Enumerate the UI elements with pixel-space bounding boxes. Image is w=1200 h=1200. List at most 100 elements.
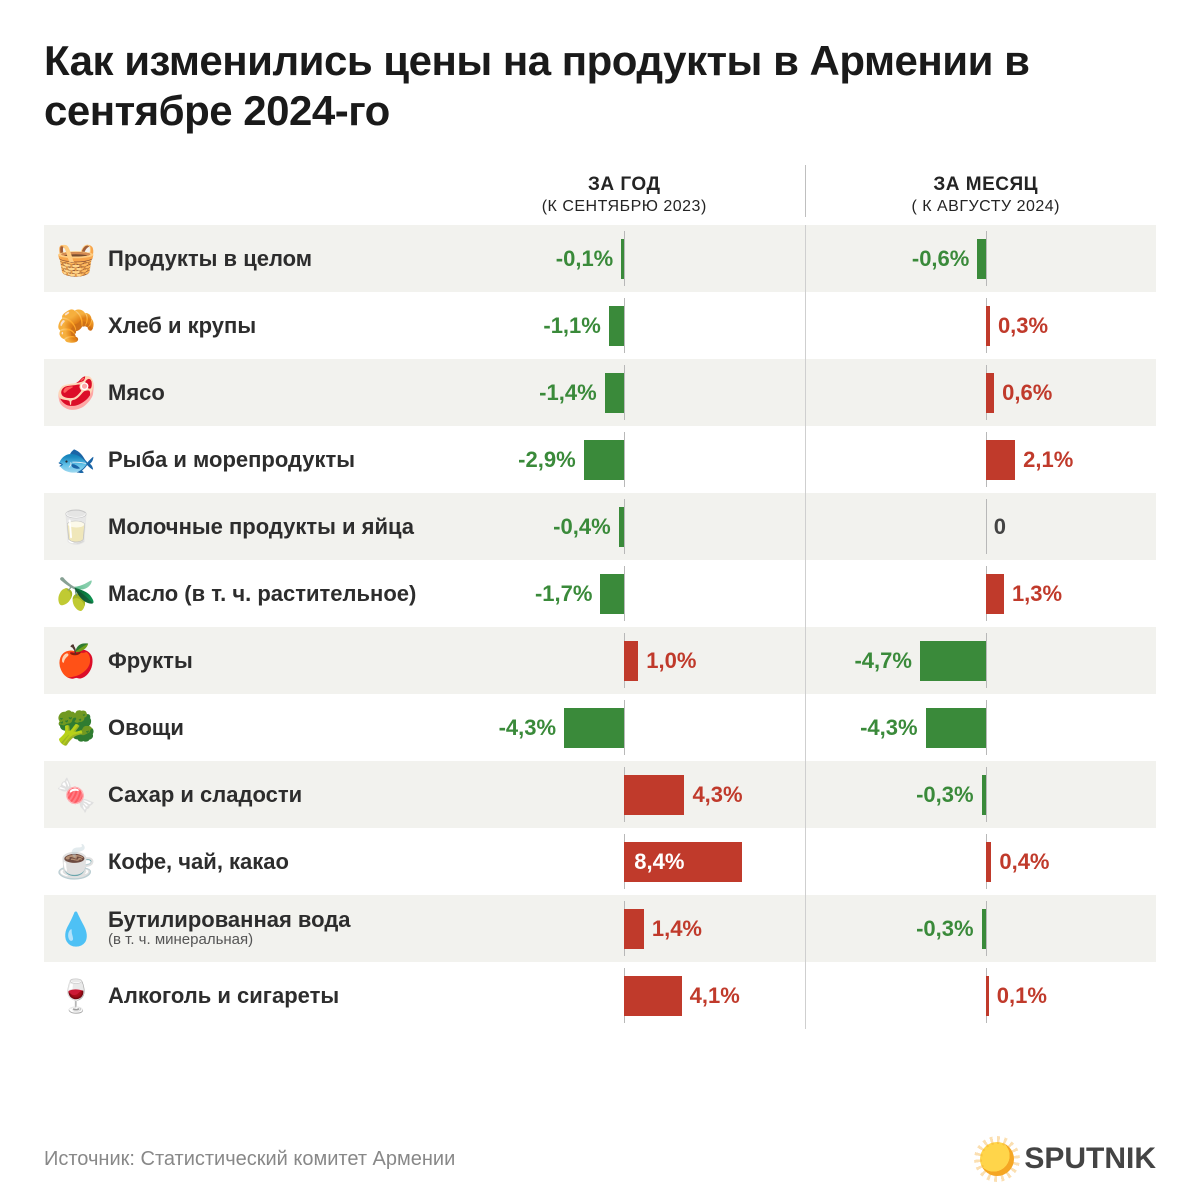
- year-cell: -1,4%: [454, 359, 795, 426]
- month-bar: [986, 574, 1004, 614]
- month-bar: [920, 641, 986, 681]
- year-value: -1,4%: [539, 380, 596, 406]
- table-row: ☕Кофе, чай, какао8,4% 0,4%: [44, 828, 1156, 895]
- month-value: -0,3%: [916, 782, 973, 808]
- category-label: Мясо: [108, 381, 454, 405]
- month-cell: 0,6%: [816, 359, 1157, 426]
- month-value: -4,3%: [860, 715, 917, 741]
- category-label: Кофе, чай, какао: [108, 850, 454, 874]
- month-value: 0: [994, 514, 1006, 540]
- category-icon: 🥦: [44, 709, 108, 747]
- column-divider: [805, 828, 806, 895]
- year-bar: [609, 306, 624, 346]
- year-value: 1,0%: [646, 648, 696, 674]
- table-row: 🥩Мясо-1,4%0,6%: [44, 359, 1156, 426]
- month-bar: [986, 976, 989, 1016]
- year-bar: [584, 440, 625, 480]
- rows-container: 🧺Продукты в целом-0,1%-0,6%🥐Хлеб и крупы…: [44, 225, 1156, 1124]
- month-value: 0,4%: [999, 849, 1049, 875]
- category-label: Фрукты: [108, 649, 454, 673]
- category-icon: 🧺: [44, 240, 108, 278]
- column-divider: [805, 560, 806, 627]
- axis-line: [624, 499, 625, 554]
- year-value: -1,7%: [535, 581, 592, 607]
- column-divider: [805, 627, 806, 694]
- year-bar: [624, 976, 681, 1016]
- axis-line: [624, 298, 625, 353]
- column-divider: [805, 493, 806, 560]
- month-cell: -0,3%: [816, 895, 1157, 962]
- month-cell: -0,6%: [816, 225, 1157, 292]
- table-row: 🍎Фрукты 1,0% -4,7%: [44, 627, 1156, 694]
- year-value: -0,4%: [553, 514, 610, 540]
- year-value: -0,1%: [556, 246, 613, 272]
- axis-line: [986, 700, 987, 755]
- year-cell: 8,4%: [454, 828, 795, 895]
- month-bar: [982, 775, 986, 815]
- category-icon: 💧: [44, 910, 108, 948]
- category-label: Масло (в т. ч. растительное): [108, 582, 454, 606]
- category-label: Хлеб и крупы: [108, 314, 454, 338]
- category-label: Продукты в целом: [108, 247, 454, 271]
- category-label: Сахар и сладости: [108, 783, 454, 807]
- header-year-line1: ЗА ГОД: [588, 174, 661, 195]
- year-value: 4,1%: [690, 983, 740, 1009]
- year-cell: -1,1%: [454, 292, 795, 359]
- axis-line: [624, 566, 625, 621]
- month-bar: [986, 842, 992, 882]
- table-row: 🫒Масло (в т. ч. растительное) -1,7% 1,3%: [44, 560, 1156, 627]
- year-cell: -4,3%: [454, 694, 795, 761]
- header-year-line2: (К СЕНТЯБРЮ 2023): [454, 197, 795, 217]
- month-value: 1,3%: [1012, 581, 1062, 607]
- category-label: Молочные продукты и яйца: [108, 515, 454, 539]
- year-value: 4,3%: [692, 782, 742, 808]
- table-row: 💧Бутилированная вода(в т. ч. минеральная…: [44, 895, 1156, 962]
- year-cell: 4,1%: [454, 962, 795, 1029]
- month-value: -4,7%: [854, 648, 911, 674]
- month-cell: 1,3%: [816, 560, 1157, 627]
- year-value: -2,9%: [518, 447, 575, 473]
- month-value: 2,1%: [1023, 447, 1073, 473]
- category-label: Бутилированная вода(в т. ч. минеральная): [108, 908, 454, 949]
- table-row: 🥐Хлеб и крупы-1,1% 0,3%: [44, 292, 1156, 359]
- month-bar: [986, 306, 990, 346]
- category-label: Овощи: [108, 716, 454, 740]
- year-cell: 4,3%: [454, 761, 795, 828]
- table-row: 🍬Сахар и сладости4,3%-0,3%: [44, 761, 1156, 828]
- category-icon: 🫒: [44, 575, 108, 613]
- category-icon: 🍷: [44, 977, 108, 1015]
- year-bar: [564, 708, 624, 748]
- source-text: Источник: Статистический комитет Армении: [44, 1148, 455, 1171]
- axis-line: [986, 499, 987, 554]
- category-icon: ☕: [44, 843, 108, 881]
- year-cell: 1,0%: [454, 627, 795, 694]
- year-bar: [624, 641, 638, 681]
- column-divider: [805, 694, 806, 761]
- column-divider: [805, 895, 806, 962]
- sun-icon: [980, 1142, 1014, 1176]
- month-cell: -0,3%: [816, 761, 1157, 828]
- year-bar: [624, 775, 684, 815]
- year-value: -4,3%: [499, 715, 556, 741]
- category-icon: 🍎: [44, 642, 108, 680]
- month-value: -0,3%: [916, 916, 973, 942]
- month-cell: 2,1%: [816, 426, 1157, 493]
- column-divider: [805, 761, 806, 828]
- month-cell: 0: [816, 493, 1157, 560]
- month-value: 0,3%: [998, 313, 1048, 339]
- footer: Источник: Статистический комитет Армении…: [44, 1124, 1156, 1176]
- brand-name: SPUTNIK: [1024, 1142, 1156, 1176]
- column-divider: [805, 225, 806, 292]
- category-icon: 🥐: [44, 307, 108, 345]
- month-value: 0,1%: [997, 983, 1047, 1009]
- year-bar: [621, 239, 624, 279]
- axis-line: [986, 767, 987, 822]
- axis-line: [624, 231, 625, 286]
- header-divider: [805, 165, 806, 217]
- axis-line: [986, 633, 987, 688]
- column-divider: [805, 426, 806, 493]
- column-headers: ЗА ГОД (К СЕНТЯБРЮ 2023) ЗА МЕСЯЦ ( К АВ…: [44, 165, 1156, 217]
- year-cell: -0,4%: [454, 493, 795, 560]
- axis-line: [986, 901, 987, 956]
- month-value: 0,6%: [1002, 380, 1052, 406]
